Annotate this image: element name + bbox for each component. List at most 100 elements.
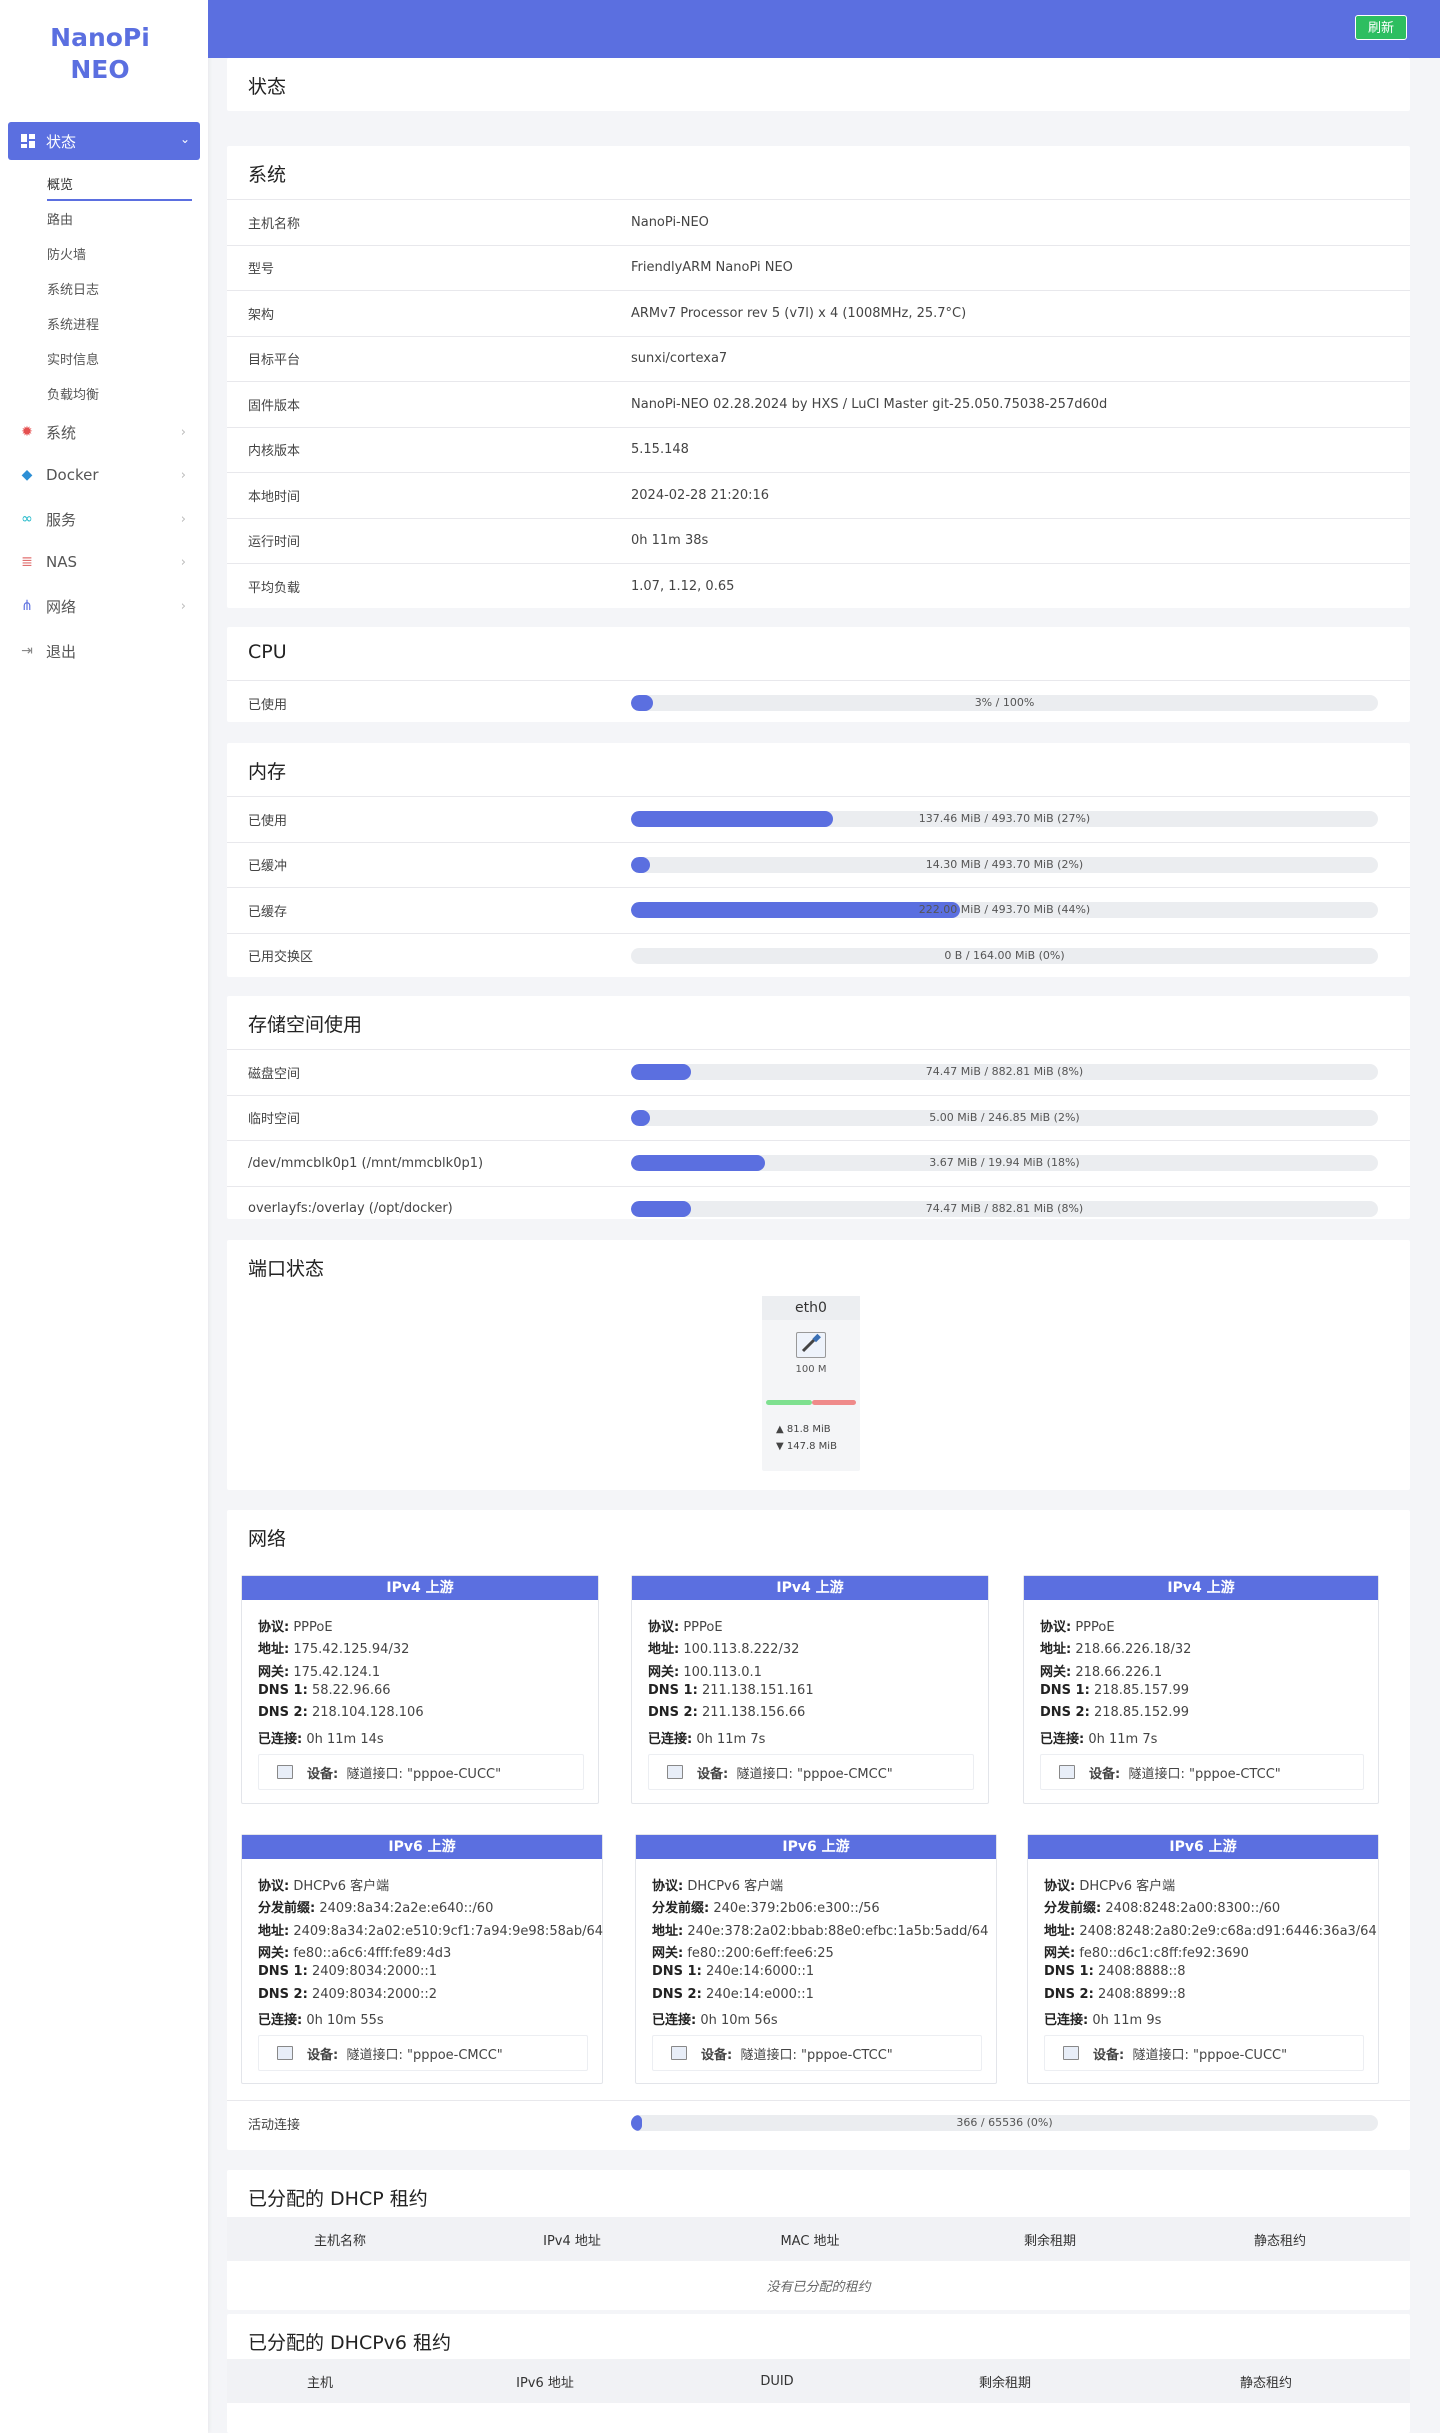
progress-text: 74.47 MiB / 882.81 MiB (8%) (925, 1065, 1084, 1078)
logo[interactable]: NanoPi NEO (50, 23, 150, 84)
system-card: 系统 主机名称 NanoPi-NEO 型号 FriendlyARM NanoPi NE… (227, 146, 1410, 608)
usage-row: 已缓存 222.00 MiB / 493.70 MiB (44%) (227, 887, 1410, 932)
active-connections: 活动连接 366 / 65536 (0%) (227, 2100, 1410, 2150)
port-eth0[interactable]: eth0 100 M ▲ 81.8 MiB ▼ 147.8 MiB (762, 1296, 860, 1471)
upstream-line: DNS 2: 211.138.156.66 (648, 1705, 806, 1721)
progress-fill (631, 695, 654, 711)
chevron-right-icon: › (180, 511, 186, 527)
chevron-right-icon: › (180, 424, 186, 440)
col-hostname: 主机名称 (313, 2233, 367, 2249)
nav-logout[interactable]: ⇥ 退出 (18, 639, 198, 663)
col-static: 静态租约 (1253, 2233, 1307, 2249)
usage-row: /dev/mmcblk0p1 (/mnt/mmcblk0p1) 3.67 MiB … (227, 1140, 1410, 1185)
info-row: 运行时间 0h 11m 38s (227, 517, 1410, 563)
row-value: 5.15.148 (631, 442, 689, 457)
dhcp-empty-message: 没有已分配的租约 (766, 2280, 871, 2295)
upstream-device[interactable]: 设备: 隧道接口: "pppoe-CUCC" (1044, 2035, 1364, 2071)
subnav-processes[interactable]: 系统进程 (47, 318, 100, 333)
nav-docker[interactable]: ◆ Docker › (18, 463, 198, 487)
device-icon (1063, 2046, 1079, 2060)
progress-bar: 74.47 MiB / 882.81 MiB (8%) (631, 1200, 1378, 1217)
col-mac: MAC 地址 (780, 2233, 840, 2249)
network-icon: ⋔ (21, 598, 33, 614)
nav-services[interactable]: ∞ 服务 › (18, 507, 198, 531)
nav-docker-label: Docker (46, 466, 99, 484)
device-icon (671, 2046, 687, 2060)
usage-row: 磁盘空间 74.47 MiB / 882.81 MiB (8%) (227, 1049, 1410, 1094)
refresh-button[interactable]: 刷新 (1355, 15, 1407, 40)
nav-system-label: 系统 (46, 423, 77, 442)
port-rx-bar (812, 1400, 856, 1405)
row-value: ARMv7 Processor rev 5 (v7l) x 4 (1008MHz… (631, 305, 967, 321)
upstream-device[interactable]: 设备: 隧道接口: "pppoe-CMCC" (648, 1754, 974, 1790)
subnav-loadbalance[interactable]: 负载均衡 (47, 388, 100, 403)
upstream-card: IPv4 上游 协议: PPPoE 地址: 100.113.8.222/32 网关: … (631, 1575, 989, 1804)
subnav-firewall[interactable]: 防火墙 (47, 248, 87, 263)
row-label: 本地时间 (248, 489, 301, 505)
dhcpv6-leases-card: 已分配的 DHCPv6 租约 主机 IPv6 地址 DUID 剩余租期 静态租约 (227, 2314, 1410, 2433)
chevron-right-icon: › (180, 598, 186, 614)
upstream-device[interactable]: 设备: 隧道接口: "pppoe-CTCC" (1040, 1754, 1364, 1790)
row-label: 已使用 (248, 813, 288, 829)
progress-fill (631, 1109, 650, 1126)
database-icon: ≣ (21, 554, 33, 570)
nav-logout-label: 退出 (46, 642, 77, 661)
upstream-line: DNS 2: 2409:8034:2000::2 (258, 1986, 437, 2002)
row-value: 1.07, 1.12, 0.65 (631, 578, 735, 594)
subnav-realtime[interactable]: 实时信息 (47, 353, 100, 368)
usage-row: 已使用 137.46 MiB / 493.70 MiB (27%) (227, 796, 1410, 841)
usage-row: 已缓冲 14.30 MiB / 493.70 MiB (2%) (227, 841, 1410, 887)
upstream-line: 协议: PPPoE (648, 1620, 723, 1635)
subnav-routes[interactable]: 路由 (47, 213, 74, 228)
upstream-line: 网关: 218.66.226.1 (1040, 1664, 1163, 1680)
upstream-card: IPv4 上游 协议: PPPoE 地址: 218.66.226.18/32 网关: … (1023, 1575, 1379, 1804)
progress-bar: 14.30 MiB / 493.70 MiB (2%) (631, 856, 1378, 873)
nav-system[interactable]: ✹ 系统 › (18, 420, 198, 444)
row-label: 平均负载 (248, 580, 301, 596)
sidebar: NanoPi NEO 状态 ⌄ 概览 路由 防火墙 系统日志 系统进程 实时信息 … (0, 0, 208, 2433)
page-title-card: 状态 (227, 58, 1410, 111)
link-icon: ∞ (21, 511, 33, 527)
ethernet-port-icon (796, 1332, 826, 1358)
progress-bar: 74.47 MiB / 882.81 MiB (8%) (631, 1064, 1378, 1080)
gear-icon: ✹ (21, 424, 33, 440)
nav-status-label: 状态 (46, 132, 77, 151)
dhcpv6-table-header: 主机 IPv6 地址 DUID 剩余租期 静态租约 (227, 2359, 1410, 2403)
memory-card: 内存 已使用 137.46 MiB / 493.70 MiB (27%) 已缓冲 14… (227, 743, 1410, 977)
storage-title: 存储空间使用 (248, 1014, 363, 1036)
info-row: 架构 ARMv7 Processor rev 5 (v7l) x 4 (1008M… (227, 290, 1410, 335)
port-rx: ▼ 147.8 MiB (776, 1441, 837, 1452)
upstream-line: DNS 1: 2409:8034:2000::1 (258, 1964, 437, 1980)
nav-nas[interactable]: ≣ NAS › (18, 550, 198, 574)
row-value: sunxi/cortexa7 (631, 351, 728, 366)
row-value: NanoPi-NEO (631, 214, 709, 230)
upstream-device[interactable]: 设备: 隧道接口: "pppoe-CTCC" (652, 2035, 982, 2071)
row-value: NanoPi-NEO 02.28.2024 by HXS / LuCI Mast… (631, 396, 1108, 412)
nav-network[interactable]: ⋔ 网络 › (18, 594, 198, 618)
nav-status[interactable]: 状态 ⌄ (8, 122, 200, 160)
upstream-line: DNS 2: 240e:14:e000::1 (652, 1986, 814, 2002)
upstream-line: DNS 1: 58.22.96.66 (258, 1682, 391, 1698)
upstream-card: IPv6 上游 协议: DHCPv6 客户端 分发前缀: 240e:379:2b06… (635, 1834, 997, 2084)
upstream-line: 地址: 175.42.125.94/32 (258, 1642, 410, 1658)
row-value: 2024-02-28 21:20:16 (631, 487, 770, 503)
usage-row: overlayfs:/overlay (/opt/docker) 74.47 Mi… (227, 1185, 1410, 1231)
upstream-line: 已连接: 0h 11m 7s (648, 1731, 766, 1747)
nav-network-label: 网络 (46, 597, 77, 616)
upstream-line: DNS 1: 240e:14:6000::1 (652, 1964, 815, 1980)
upstream-line: 网关: 175.42.124.1 (258, 1664, 381, 1680)
info-row: 本地时间 2024-02-28 21:20:16 (227, 472, 1410, 517)
memory-title: 内存 (248, 761, 287, 783)
cpu-title: CPU (248, 641, 287, 663)
progress-bar: 3.67 MiB / 19.94 MiB (18%) (631, 1155, 1378, 1171)
info-row: 固件版本 NanoPi-NEO 02.28.2024 by HXS / LuCI … (227, 381, 1410, 426)
dhcp-leases-card: 已分配的 DHCP 租约 主机名称 IPv4 地址 MAC 地址 剩余租期 静态… (227, 2170, 1410, 2310)
progress-fill (631, 1155, 766, 1171)
upstream-device[interactable]: 设备: 隧道接口: "pppoe-CUCC" (258, 1754, 584, 1790)
progress-text: 5.00 MiB / 246.85 MiB (2%) (929, 1110, 1080, 1124)
subnav-overview[interactable]: 概览 (47, 178, 74, 193)
col-static: 静态租约 (1239, 2375, 1293, 2391)
upstream-device[interactable]: 设备: 隧道接口: "pppoe-CMCC" (258, 2035, 588, 2071)
upstream-line: 已连接: 0h 11m 9s (1044, 2012, 1162, 2028)
subnav-syslog[interactable]: 系统日志 (47, 283, 100, 298)
